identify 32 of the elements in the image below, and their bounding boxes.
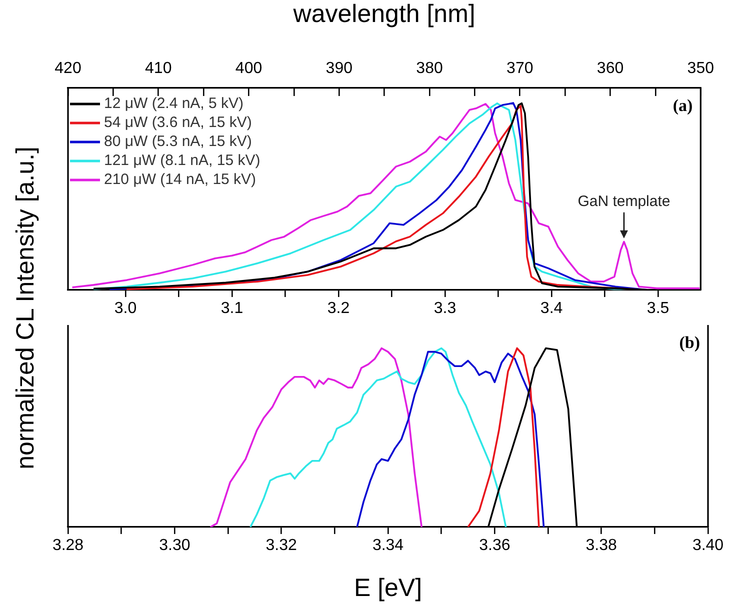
- legend-label: 80 μW (5.3 nA, 15 kV): [104, 133, 252, 150]
- x2-tick-label: 380: [416, 60, 443, 77]
- x-tick-label: 3.36: [479, 537, 510, 554]
- legend-label: 210 μW (14 nA, 15 kV): [104, 171, 256, 188]
- annotation: (b): [679, 332, 700, 352]
- x-axis-title: E [eV]: [354, 574, 422, 602]
- legend-label: 121 μW (8.1 nA, 15 kV): [104, 152, 260, 170]
- legend-label: 54 μW (3.6 nA, 15 kV): [104, 114, 252, 132]
- x-tick-label: 3.38: [586, 537, 618, 554]
- x2-tick-label: 410: [145, 60, 172, 77]
- x2-tick-label: 420: [54, 60, 82, 77]
- x-tick-label: 3.1: [220, 300, 244, 318]
- x-tick-label: 3.0: [114, 300, 137, 318]
- x2-tick-label: 390: [326, 60, 353, 77]
- x-tick-label: 3.30: [159, 537, 190, 554]
- x2-tick-label: 400: [235, 60, 262, 77]
- y-axis-title: normalized CL Intensity [a.u.]: [12, 146, 40, 470]
- x2-tick-label: 360: [596, 60, 624, 77]
- x-tick-label: 3.32: [266, 537, 298, 554]
- x-tick-label: 3.2: [327, 300, 350, 318]
- x-tick-label: 3.3: [434, 300, 456, 318]
- x-tick-label: 3.28: [52, 537, 84, 554]
- annotation: (a): [672, 96, 693, 115]
- x2-tick-label: 350: [687, 60, 714, 77]
- x-tick-label: 3.34: [372, 537, 404, 554]
- x-tick-label: 3.40: [692, 537, 724, 554]
- x-tick-label: 3.4: [540, 300, 563, 318]
- annotation: GaN template: [578, 193, 670, 210]
- x2-tick-label: 370: [506, 60, 534, 77]
- legend-label: 12 μW (2.4 nA, 5 kV): [104, 95, 244, 112]
- x2-axis-title: wavelength [nm]: [292, 0, 476, 28]
- x-tick-label: 3.5: [646, 300, 670, 318]
